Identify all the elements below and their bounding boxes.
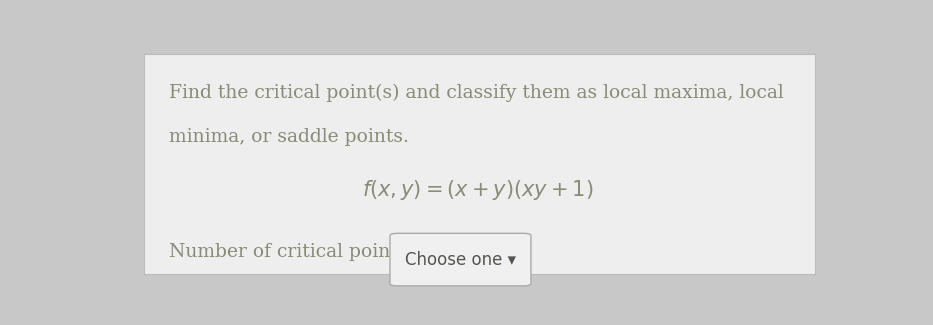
Text: Find the critical point(s) and classify them as local maxima, local: Find the critical point(s) and classify … <box>170 84 784 102</box>
FancyBboxPatch shape <box>390 233 531 286</box>
Text: Choose one ▾: Choose one ▾ <box>405 251 516 268</box>
Text: Number of critical points:: Number of critical points: <box>170 243 414 261</box>
Text: $f(x, y) = (x + y)(xy + 1)$: $f(x, y) = (x + y)(xy + 1)$ <box>362 178 594 202</box>
FancyBboxPatch shape <box>144 54 815 274</box>
Text: minima, or saddle points.: minima, or saddle points. <box>170 128 410 146</box>
